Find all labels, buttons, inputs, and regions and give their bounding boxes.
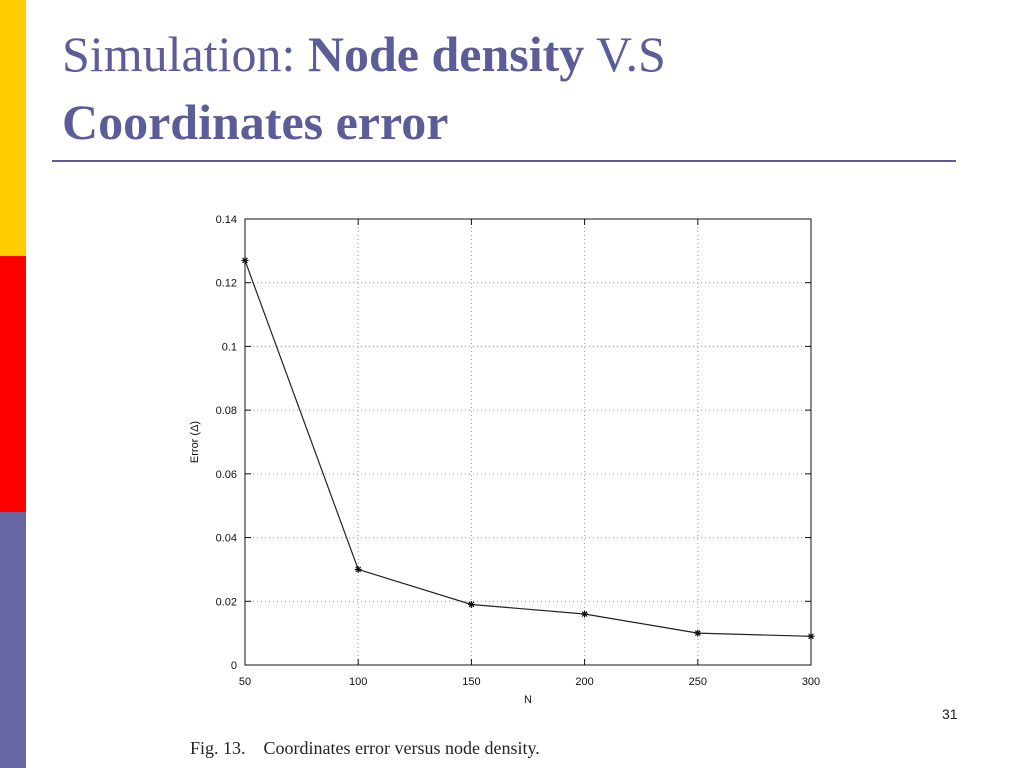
- y-tick-label-2: 0.04: [216, 533, 237, 545]
- line-chart: 50 100 150 200 250 300 0 0.02 0.04 0.06 0.08 0.1 0.1…: [189, 214, 820, 706]
- title-part2: V.S: [584, 26, 666, 82]
- x-axis-label: N: [524, 694, 532, 706]
- accent-bar-blue: [0, 512, 26, 768]
- y-tick-label-3: 0.06: [216, 469, 237, 481]
- data-point-1: [354, 565, 362, 573]
- figure-caption: Fig. 13. Coordinates error versus node d…: [190, 738, 540, 758]
- y-tick-label-1: 0.02: [216, 596, 237, 608]
- title-bold1: Node density: [307, 26, 585, 82]
- x-tick-label-0: 50: [239, 676, 251, 688]
- slide-title: Simulation: Node density V.S Coordinates…: [62, 20, 962, 156]
- x-tick-label-3: 200: [575, 676, 593, 688]
- title-underline: [52, 160, 956, 162]
- plot-frame: [244, 218, 812, 666]
- data-point-5: [807, 632, 815, 640]
- data-point-0: [241, 256, 249, 264]
- x-tick-label-5: 300: [802, 676, 820, 688]
- y-tick-label-7: 0.14: [216, 214, 237, 226]
- y-tick-label-5: 0.1: [222, 341, 237, 353]
- title-bold2: Coordinates error: [62, 94, 449, 150]
- x-tick-label-1: 100: [349, 676, 367, 688]
- page-number: 31: [942, 706, 958, 722]
- series-line-0: [244, 260, 812, 637]
- x-tick-label-4: 250: [689, 676, 707, 688]
- accent-bar-red: [0, 256, 26, 512]
- y-tick-label-6: 0.12: [216, 278, 237, 290]
- x-tick-label-2: 150: [462, 676, 480, 688]
- y-tick-label-0: 0: [231, 660, 237, 672]
- title-part1: Simulation:: [62, 26, 308, 82]
- data-point-2: [467, 600, 475, 608]
- data-point-4: [694, 629, 702, 637]
- y-axis-label: Error (Δ): [189, 421, 201, 463]
- data-point-3: [581, 610, 589, 618]
- y-tick-label-4: 0.08: [216, 405, 237, 417]
- accent-bar-yellow: [0, 0, 26, 256]
